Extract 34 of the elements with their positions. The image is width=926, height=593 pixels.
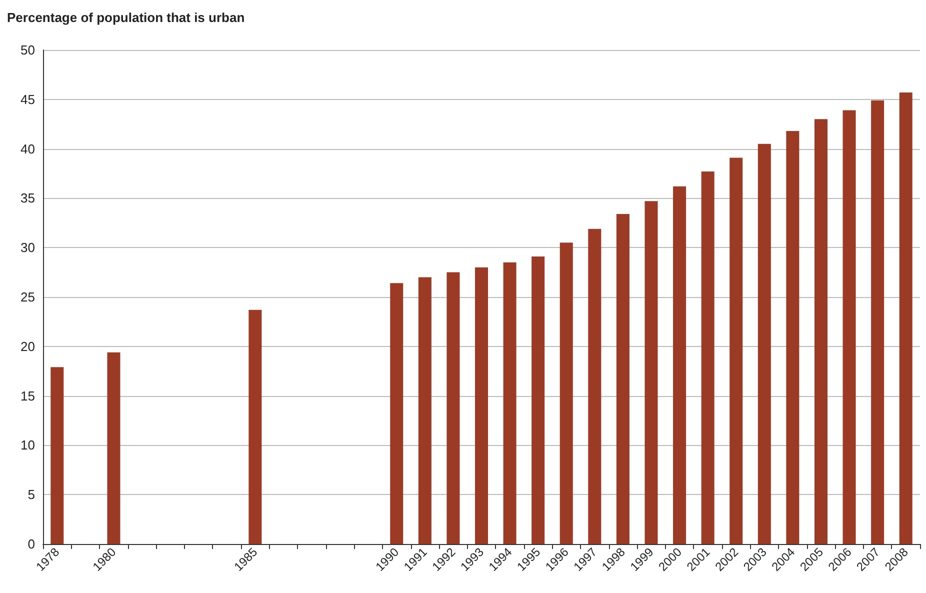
bar: [248, 310, 262, 544]
bar: [474, 267, 488, 544]
bar: [786, 131, 800, 544]
y-tick-label: 50: [20, 42, 35, 58]
bar: [814, 119, 828, 544]
y-tick-label: 45: [20, 92, 35, 107]
bar: [503, 262, 516, 544]
y-tick-label: 40: [20, 141, 35, 156]
bar: [899, 92, 912, 544]
bar: [701, 172, 714, 544]
bar: [50, 367, 64, 544]
bar: [758, 144, 771, 544]
y-tick-label: 5: [28, 487, 35, 502]
bar: [730, 158, 743, 544]
bar: [673, 186, 686, 544]
y-tick-label: 35: [20, 190, 35, 206]
bar: [644, 201, 658, 544]
bar: [871, 100, 884, 544]
bar: [107, 352, 120, 544]
y-tick-label: 15: [20, 388, 35, 404]
bar: [842, 110, 856, 544]
bar: [446, 272, 460, 544]
bar: [418, 277, 432, 544]
bar: [616, 214, 630, 544]
chart-title: Percentage of population that is urban: [7, 10, 245, 25]
y-tick-label: 25: [20, 290, 35, 304]
bar: [560, 242, 573, 544]
y-tick-label: 0: [28, 536, 35, 552]
y-tick-label: 30: [20, 240, 35, 256]
bar: [390, 283, 404, 544]
y-tick-label: 10: [20, 438, 35, 453]
bar: [532, 256, 545, 544]
bar: [588, 228, 602, 544]
y-tick-label: 20: [20, 338, 35, 354]
